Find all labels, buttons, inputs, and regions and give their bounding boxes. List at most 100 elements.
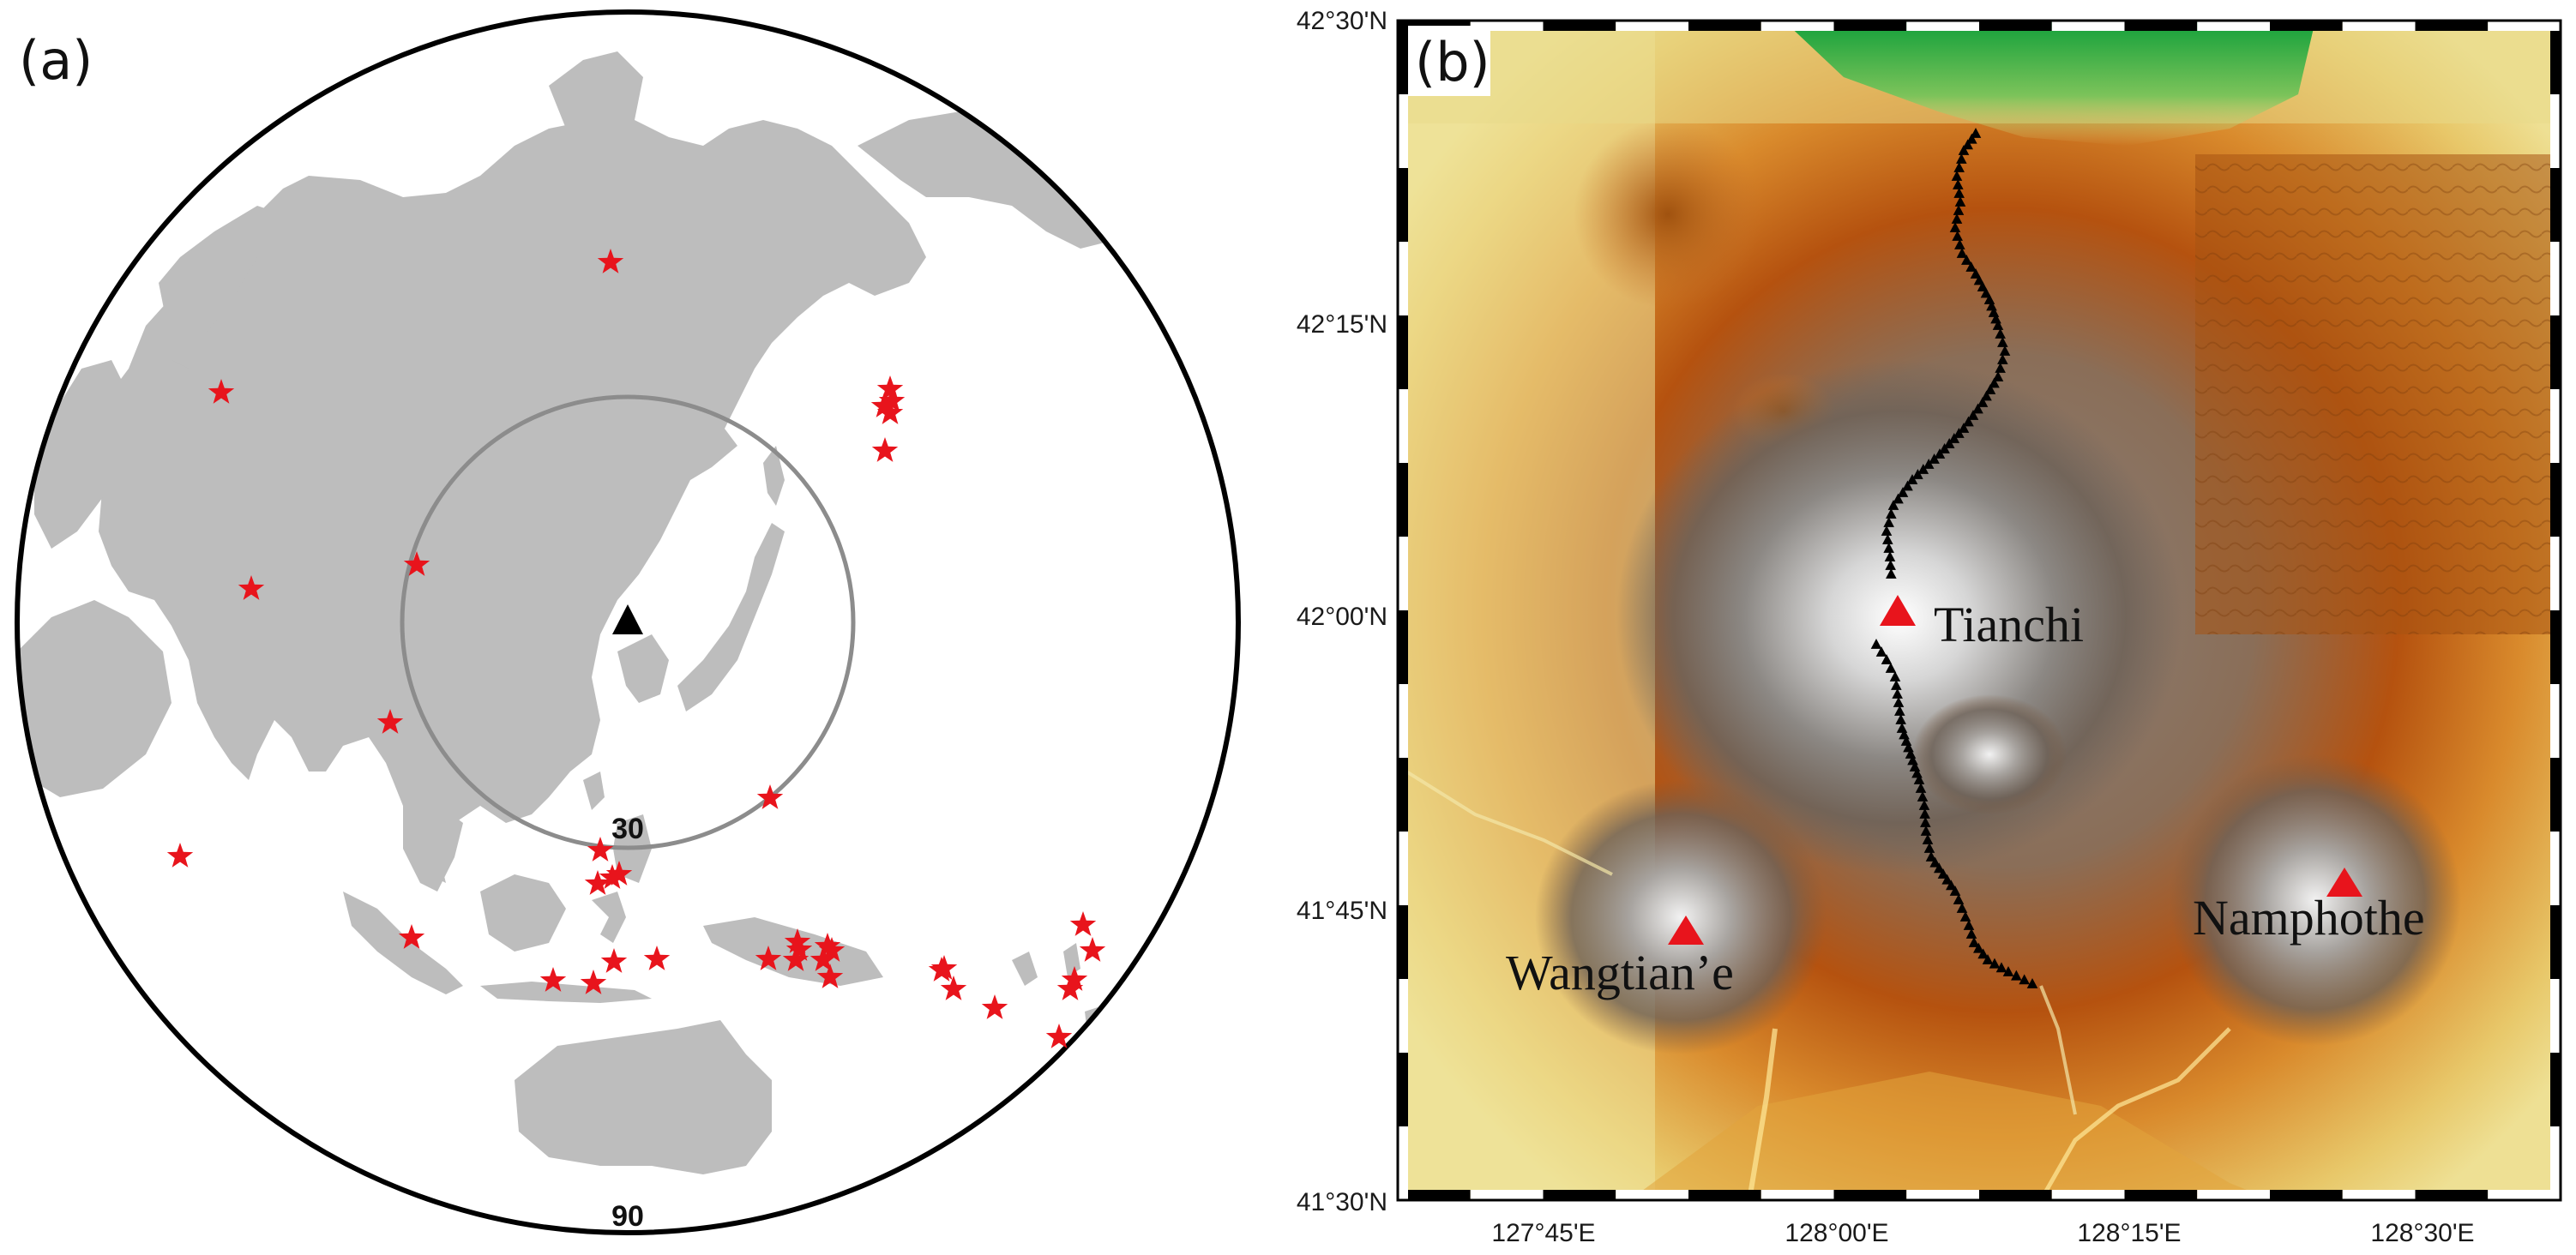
distance-label-90: 90 — [611, 1200, 644, 1233]
station-triangle-icon — [1951, 213, 1963, 224]
land-sulawesi — [592, 892, 626, 943]
station-triangle-icon — [1934, 862, 1945, 874]
earthquake-star-icon — [871, 437, 899, 462]
earthquake-star-icon — [784, 928, 811, 953]
station-triangle-icon — [1920, 826, 1932, 836]
earthquake-star-icon — [605, 861, 633, 886]
earthquake-events — [166, 249, 1106, 1048]
earthquake-star-icon — [818, 937, 846, 962]
land-scandinavia — [159, 206, 283, 369]
earthquake-star-icon — [166, 843, 194, 868]
station-triangle-icon — [1917, 464, 1929, 474]
y-tick-3: 41°45'N — [1297, 897, 1387, 925]
earthquake-star-icon — [930, 955, 958, 980]
earthquake-star-icon — [816, 964, 844, 988]
station-triangle-icon — [1954, 196, 1966, 207]
station-triangle-icon — [1963, 920, 1975, 930]
earthquake-star-icon — [539, 967, 567, 992]
station-triangle-icon — [1956, 153, 1967, 164]
station-triangle-icon — [1943, 438, 1955, 448]
y-axis-labels: 42°30'N 42°15'N 42°00'N 41°45'N 41°30'N — [1297, 7, 1387, 1216]
station-triangle-icon — [1992, 371, 2004, 381]
earthquake-star-icon — [814, 933, 841, 958]
station-triangle-icon — [1929, 453, 1940, 464]
earthquake-star-icon — [208, 379, 235, 404]
station-triangle-icon — [1953, 894, 1965, 904]
y-tick-4: 41°30'N — [1297, 1188, 1387, 1216]
station-triangle-icon — [2026, 978, 2038, 988]
station-triangle-icon — [1995, 328, 2006, 339]
map-frame-checker-border — [1396, 19, 2562, 1202]
station-triangle-icon — [1920, 817, 1931, 827]
land-japan — [677, 523, 785, 712]
distance-circle-30 — [400, 394, 856, 850]
station-triangle-icon — [1956, 903, 1968, 913]
station-triangle-icon — [1897, 487, 1909, 497]
station-triangle-icon — [1884, 551, 1896, 561]
station-triangle-icon — [1959, 911, 1971, 922]
land-eurasia — [93, 120, 926, 883]
station-triangle-icon — [1885, 560, 1896, 570]
earthquake-star-icon — [600, 948, 628, 973]
station-triangle-icon — [1970, 128, 1982, 138]
panel-b-label-box — [1408, 26, 1490, 96]
station-triangle-icon — [1893, 697, 1905, 707]
station-triangle-icon — [1954, 239, 1965, 249]
x-axis-labels: 127°45'E 128°00'E 128°15'E 128°30'E — [1491, 1219, 2474, 1247]
station-triangle-icon — [1963, 416, 1974, 427]
earthquake-star-icon — [580, 970, 607, 994]
station-triangle-icon — [1894, 706, 1905, 716]
station-triangle-icon — [1970, 268, 1982, 279]
seismic-station-profile — [1870, 128, 2038, 988]
elevation-raster — [1398, 21, 2561, 1200]
station-triangle-icon — [1968, 937, 1980, 947]
station-triangle-icon — [2011, 970, 2022, 981]
x-tick-0: 127°45'E — [1491, 1219, 1595, 1247]
x-tick-2: 128°15'E — [2077, 1219, 2181, 1247]
earthquake-star-icon — [599, 864, 626, 889]
panel-b-label: (b) — [1415, 31, 1490, 93]
station-triangle-icon — [2002, 966, 2014, 976]
earthquake-star-icon — [1079, 937, 1106, 962]
station-triangle-icon — [1915, 783, 1927, 793]
land-kuril-sakhalin — [763, 446, 785, 506]
y-tick-2: 42°00'N — [1297, 603, 1387, 631]
earthquake-star-icon — [238, 575, 265, 600]
earthquake-star-icon — [403, 551, 430, 576]
station-triangle-icon — [1989, 377, 2000, 388]
station-triangle-icon — [1918, 800, 1930, 810]
station-triangle-icon — [1995, 363, 2006, 373]
land-borneo — [480, 874, 566, 952]
station-triangle-icon — [1934, 448, 1946, 459]
earthquake-star-icon — [981, 994, 1008, 1019]
station-triangle-icon — [1946, 880, 1957, 891]
land-philippines — [583, 772, 652, 883]
station-triangle-icon — [1922, 834, 1934, 844]
land-africa — [17, 600, 172, 797]
station-triangle-icon — [1953, 188, 1965, 198]
station-triangle-icon — [1973, 274, 1985, 285]
station-triangle-icon — [1962, 139, 1973, 150]
station-triangle-icon — [1917, 791, 1929, 802]
panel-a-label: (a) — [19, 29, 93, 92]
station-triangle-icon — [1870, 639, 1882, 649]
station-triangle-icon — [612, 604, 643, 634]
station-triangle-icon — [1883, 543, 1894, 553]
earthquake-star-icon — [870, 393, 898, 417]
station-triangle-icon — [1956, 248, 1968, 258]
volcano-label-namphothe: Namphothe — [2193, 890, 2425, 946]
station-triangle-icon — [1984, 384, 1996, 394]
earthquake-star-icon — [1045, 1024, 1073, 1048]
station-triangle-icon — [1881, 654, 1893, 664]
station-triangle-icon — [1906, 474, 1918, 484]
station-triangle-icon — [1893, 493, 1904, 504]
earthquake-star-icon — [785, 936, 813, 961]
station-triangle-icon — [1913, 774, 1925, 784]
station-triangle-icon — [1912, 469, 1923, 479]
earthquake-star-icon — [643, 946, 671, 970]
earthquake-star-icon — [1061, 966, 1088, 991]
station-triangle-icon — [1892, 688, 1903, 699]
earthquake-star-icon — [810, 946, 837, 971]
station-triangle-icon — [1995, 962, 2007, 973]
